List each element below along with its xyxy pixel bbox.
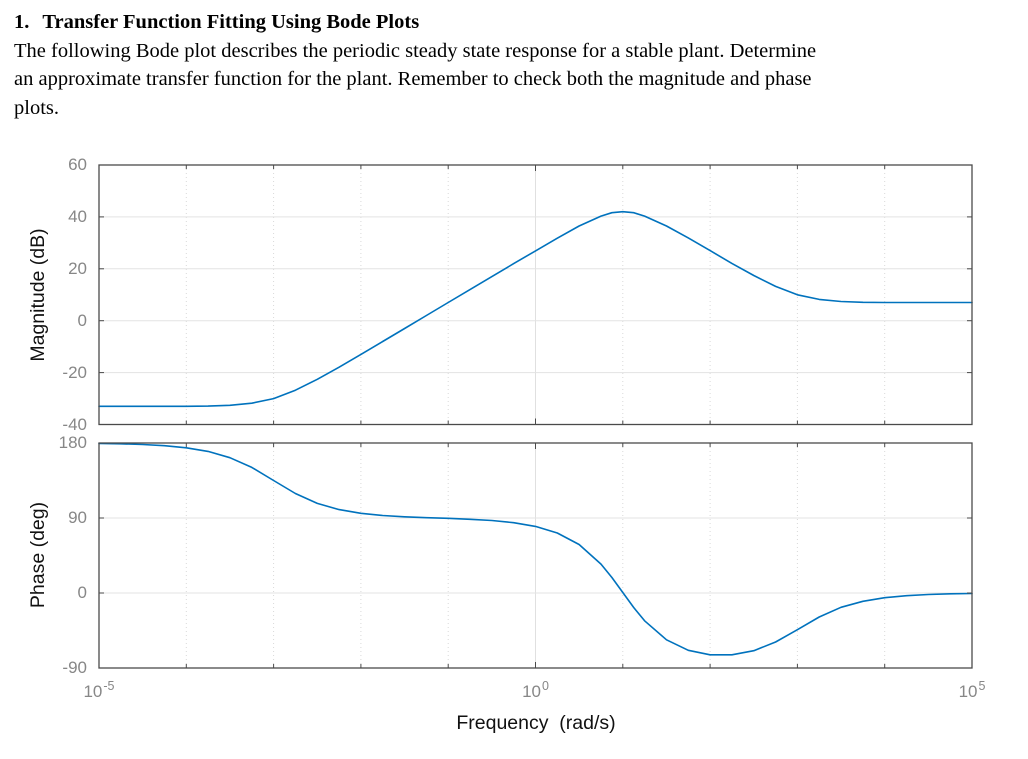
problem-number: 1. [14,11,30,33]
xtick-base: 10 [522,682,541,701]
magnitude-ytick-label: 60 [68,155,87,174]
phase-axis-label: Phase (deg) [27,501,49,609]
magnitude-ytick-label: -20 [62,362,87,382]
problem-title: Transfer Function Fitting Using Bode Plo… [42,11,420,33]
problem-statement: 1. Transfer Function Fitting Using Bode P… [14,8,1014,122]
problem-text-line: The following Bode plot describes the pe… [14,39,817,62]
xtick-exponent: -5 [103,679,115,693]
xtick-label: 100 [491,679,581,704]
xtick-exponent: 5 [978,679,986,693]
phase-ytick-label: 180 [58,433,87,452]
magnitude-axis-label: Magnitude (dB) [27,228,49,362]
xtick-exponent: 0 [541,679,549,693]
phase-ytick-label: 0 [77,583,87,602]
problem-text-line: an approximate transfer function for the… [14,68,812,91]
magnitude-curve [98,210,973,408]
problem-text-line: plots. [14,96,59,119]
phase-ytick-label: 90 [68,508,87,527]
xtick-label: 10-5 [54,679,144,704]
frequency-axis-label: Frequency (rad/s) [456,712,616,734]
magnitude-ytick-label: 20 [68,258,87,278]
phase-curve [98,442,973,656]
xtick-base: 10 [83,682,103,701]
phase-ytick-label: -90 [62,658,87,677]
xtick-label: 105 [927,679,1017,704]
problem-heading: 1. Transfer Function Fitting Using Bode P… [14,8,1014,37]
xtick-base: 10 [958,682,978,701]
magnitude-ytick-label: -40 [62,414,87,434]
magnitude-ytick-label: 40 [68,206,87,226]
magnitude-ytick-label: 0 [77,310,87,330]
